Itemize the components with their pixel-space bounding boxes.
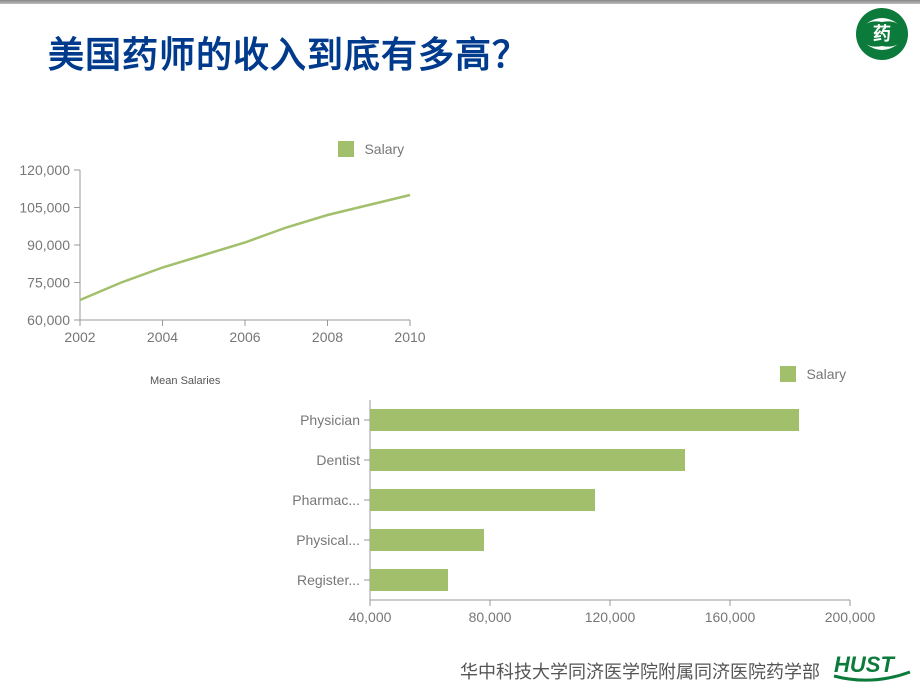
bar-category-label: Physical... [296,532,360,548]
org-logo-top: 药 [854,6,910,62]
footer-org-name: 华中科技大学同济医学院附属同济医院药学部 [460,658,820,684]
bar-category-label: Dentist [316,452,360,468]
bar-x-tick-label: 200,000 [825,609,876,625]
salary-bar-chart: 40,000 80,000 120,000 160,000 200,000 Physici… [260,390,880,640]
line-legend-label: Salary [364,141,404,157]
salary-bar [370,449,685,471]
logo-top-text: 药 [873,23,891,44]
salary-line-chart: 60,000 75,000 90,000 105,000 120,000 2002 2004… [10,160,430,360]
page-title: 美国药师的收入到底有多高？ [48,26,529,78]
line-y-tick-label: 90,000 [27,237,70,253]
line-y-tick-label: 105,000 [19,200,70,216]
line-y-tick-label: 60,000 [27,312,70,328]
top-border-line [0,0,920,4]
line-legend-swatch [338,141,354,157]
line-chart-legend: Salary [338,140,404,158]
bar-x-tick-label: 80,000 [469,609,512,625]
line-y-tick-label: 120,000 [19,162,70,178]
line-x-tick-label: 2002 [64,329,95,345]
mean-salaries-label: Mean Salaries [150,375,220,387]
salary-line [80,195,410,300]
bar-chart-legend: Salary [780,365,846,383]
bar-category-label: Pharmac... [292,492,360,508]
salary-bar [370,569,448,591]
bar-x-tick-label: 160,000 [705,609,756,625]
bar-legend-swatch [780,366,796,382]
hust-logo: HUST [830,642,914,686]
bar-x-tick-label: 40,000 [349,609,392,625]
bar-legend-label: Salary [806,366,846,382]
bar-category-label: Register... [297,572,360,588]
line-x-tick-label: 2010 [394,329,425,345]
line-y-tick-label: 75,000 [27,275,70,291]
svg-text:HUST: HUST [834,652,895,677]
line-x-tick-label: 2004 [147,329,178,345]
bar-category-label: Physician [300,412,360,428]
bar-x-tick-label: 120,000 [585,609,636,625]
salary-bar [370,489,595,511]
salary-bar [370,409,799,431]
line-x-tick-label: 2008 [312,329,343,345]
salary-bar [370,529,484,551]
line-x-tick-label: 2006 [229,329,260,345]
